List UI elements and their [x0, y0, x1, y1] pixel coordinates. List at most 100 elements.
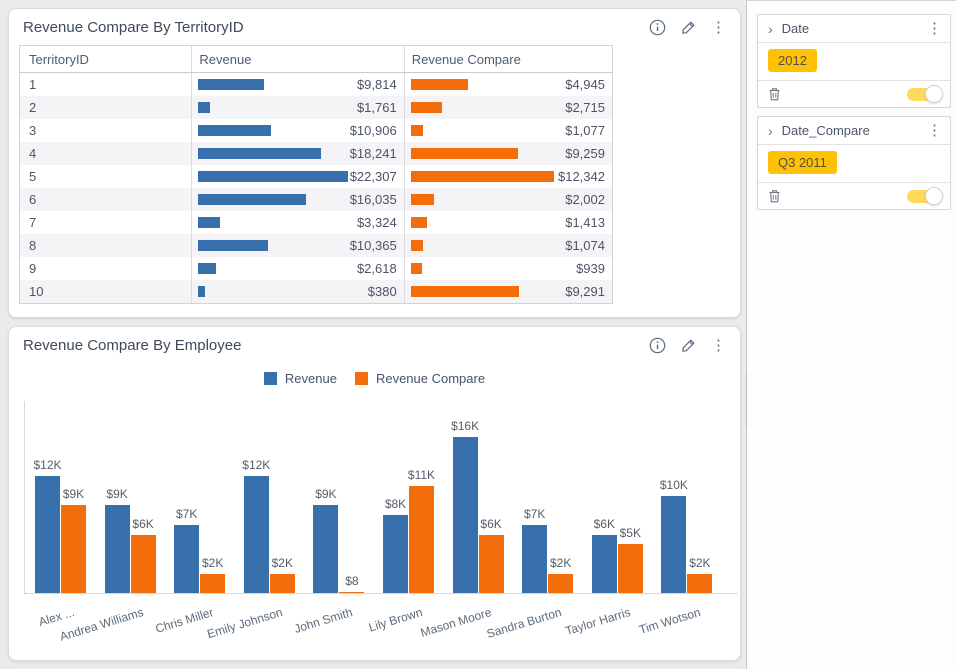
- legend-swatch-revenue: [263, 372, 277, 385]
- revenue-compare-bar[interactable]: [478, 534, 504, 593]
- table-row[interactable]: 5 $22,307 $12,342: [20, 165, 612, 188]
- revenue-bar[interactable]: [104, 505, 130, 593]
- cell-territoryid: 10: [29, 284, 44, 299]
- revenue-compare-bar: [410, 102, 442, 113]
- cell-revenue: $380: [191, 280, 403, 303]
- revenue-compare-bar: [410, 148, 518, 159]
- revenue-bar[interactable]: [522, 524, 548, 593]
- revenue-compare-bar: [410, 194, 434, 205]
- cell-territoryid: 7: [29, 215, 37, 230]
- filter-enabled-toggle[interactable]: [907, 84, 943, 103]
- revenue-compare-bar[interactable]: [409, 485, 434, 593]
- filter-title: Date_Compare: [781, 123, 870, 138]
- bar-data-label: $12K: [33, 458, 62, 473]
- legend-label: Revenue Compare: [375, 371, 486, 386]
- table-row[interactable]: 8 $10,365 $1,074: [20, 234, 612, 257]
- revenue-bar[interactable]: [243, 476, 269, 593]
- filter-header: › Date_Compare ⋮: [758, 117, 950, 145]
- revenue-compare-bar[interactable]: [687, 573, 713, 593]
- revenue-compare-bar[interactable]: [130, 534, 156, 593]
- revenue-bar: [198, 79, 265, 90]
- table-row[interactable]: 10 $380 $9,291: [20, 280, 612, 303]
- revenue-bar[interactable]: [383, 515, 408, 593]
- table-row[interactable]: 7 $3,324 $1,413: [20, 211, 612, 234]
- filter-chip[interactable]: Q3 2011: [768, 151, 837, 174]
- widget-title: Revenue Compare By TerritoryID: [23, 19, 244, 36]
- revenue-bar: [198, 194, 307, 205]
- revenue-compare-bar: [410, 263, 422, 274]
- bar-data-label: $2K: [550, 555, 572, 570]
- revenue-bar[interactable]: [174, 524, 200, 593]
- chevron-right-icon[interactable]: ›: [768, 20, 773, 37]
- revenue-compare-bar[interactable]: [548, 573, 574, 593]
- revenue-compare-bar[interactable]: [200, 573, 226, 593]
- widget-header: Revenue Compare By Employee ⋮: [9, 327, 740, 358]
- bar-data-label: $9K: [315, 487, 337, 502]
- table-row[interactable]: 4 $18,241 $9,259: [20, 142, 612, 165]
- revenue-bar: [198, 102, 211, 113]
- widget-revenue-by-employee: Revenue Compare By Employee ⋮ Revenue Re…: [8, 326, 741, 661]
- revenue-compare-bar[interactable]: [269, 573, 295, 593]
- more-options-icon[interactable]: ⋮: [711, 336, 726, 354]
- cell-revenue-compare: $2,002: [403, 188, 612, 211]
- revenue-compare-value: $1,413: [565, 215, 605, 230]
- revenue-compare-bar: [410, 240, 423, 251]
- bar-data-label: $7K: [524, 506, 546, 521]
- revenue-bar[interactable]: [591, 534, 617, 593]
- revenue-compare-value: $2,002: [565, 192, 605, 207]
- cell-revenue: $18,241: [191, 142, 403, 165]
- revenue-bar: [198, 148, 322, 159]
- table-row[interactable]: 2 $1,761 $2,715: [20, 96, 612, 119]
- column-header-revenue[interactable]: Revenue: [191, 46, 403, 72]
- chevron-right-icon[interactable]: ›: [768, 122, 773, 139]
- legend-swatch-revenue-compare: [354, 372, 368, 385]
- revenue-compare-value: $939: [576, 261, 605, 276]
- legend-label: Revenue: [284, 371, 337, 386]
- trash-icon[interactable]: [767, 86, 782, 102]
- bar-data-label: $11K: [407, 467, 436, 482]
- revenue-bar[interactable]: [661, 495, 687, 593]
- column-header-revenue-compare[interactable]: Revenue Compare: [403, 46, 612, 72]
- cell-revenue-compare: $12,342: [403, 165, 612, 188]
- revenue-bar: [198, 240, 269, 251]
- legend-item-revenue[interactable]: Revenue: [263, 371, 337, 386]
- filter-chip[interactable]: 2012: [768, 49, 817, 72]
- table-row[interactable]: 3 $10,906 $1,077: [20, 119, 612, 142]
- more-options-icon[interactable]: ⋮: [927, 19, 942, 37]
- legend-item-revenue-compare[interactable]: Revenue Compare: [354, 371, 486, 386]
- revenue-value: $3,324: [356, 215, 397, 230]
- more-options-icon[interactable]: ⋮: [711, 18, 726, 36]
- filter-enabled-toggle[interactable]: [907, 186, 943, 205]
- revenue-compare-bar: [410, 171, 554, 182]
- revenue-compare-bar[interactable]: [617, 544, 643, 593]
- revenue-compare-bar: [410, 125, 423, 136]
- bar-data-label: $2K: [689, 555, 711, 570]
- edit-icon[interactable]: [680, 19, 697, 36]
- revenue-value: $18,241: [349, 146, 397, 161]
- more-options-icon[interactable]: ⋮: [927, 121, 942, 139]
- revenue-value: $16,035: [349, 192, 397, 207]
- revenue-bar[interactable]: [313, 505, 339, 593]
- trash-icon[interactable]: [767, 188, 782, 204]
- column-header-territoryid[interactable]: TerritoryID: [29, 51, 89, 67]
- table-row[interactable]: 9 $2,618 $939: [20, 257, 612, 280]
- cell-revenue-compare: $1,077: [403, 119, 612, 142]
- table-row[interactable]: 6 $16,035 $2,002: [20, 188, 612, 211]
- revenue-bar[interactable]: [452, 437, 478, 593]
- widget-title: Revenue Compare By Employee: [23, 337, 242, 354]
- info-icon[interactable]: [649, 337, 666, 354]
- table-row[interactable]: 1 $9,814 $4,945: [20, 73, 612, 96]
- revenue-value: $9,814: [356, 77, 397, 92]
- employee-chart-x-axis: Alex ... Andrea Williams Chris Miller Emily…: [24, 597, 738, 657]
- widget-revenue-by-territory: Revenue Compare By TerritoryID ⋮ Territo…: [8, 8, 741, 318]
- cell-territoryid: 1: [29, 77, 37, 92]
- info-icon[interactable]: [649, 19, 666, 36]
- revenue-compare-bar[interactable]: [61, 505, 86, 593]
- toggle-knob: [925, 186, 943, 205]
- revenue-compare-bar[interactable]: [339, 592, 365, 593]
- revenue-bar[interactable]: [35, 476, 60, 593]
- cell-revenue-compare: $4,945: [403, 73, 612, 96]
- cell-revenue-compare: $9,259: [403, 142, 612, 165]
- cell-territoryid: 4: [29, 146, 37, 161]
- edit-icon[interactable]: [680, 337, 697, 354]
